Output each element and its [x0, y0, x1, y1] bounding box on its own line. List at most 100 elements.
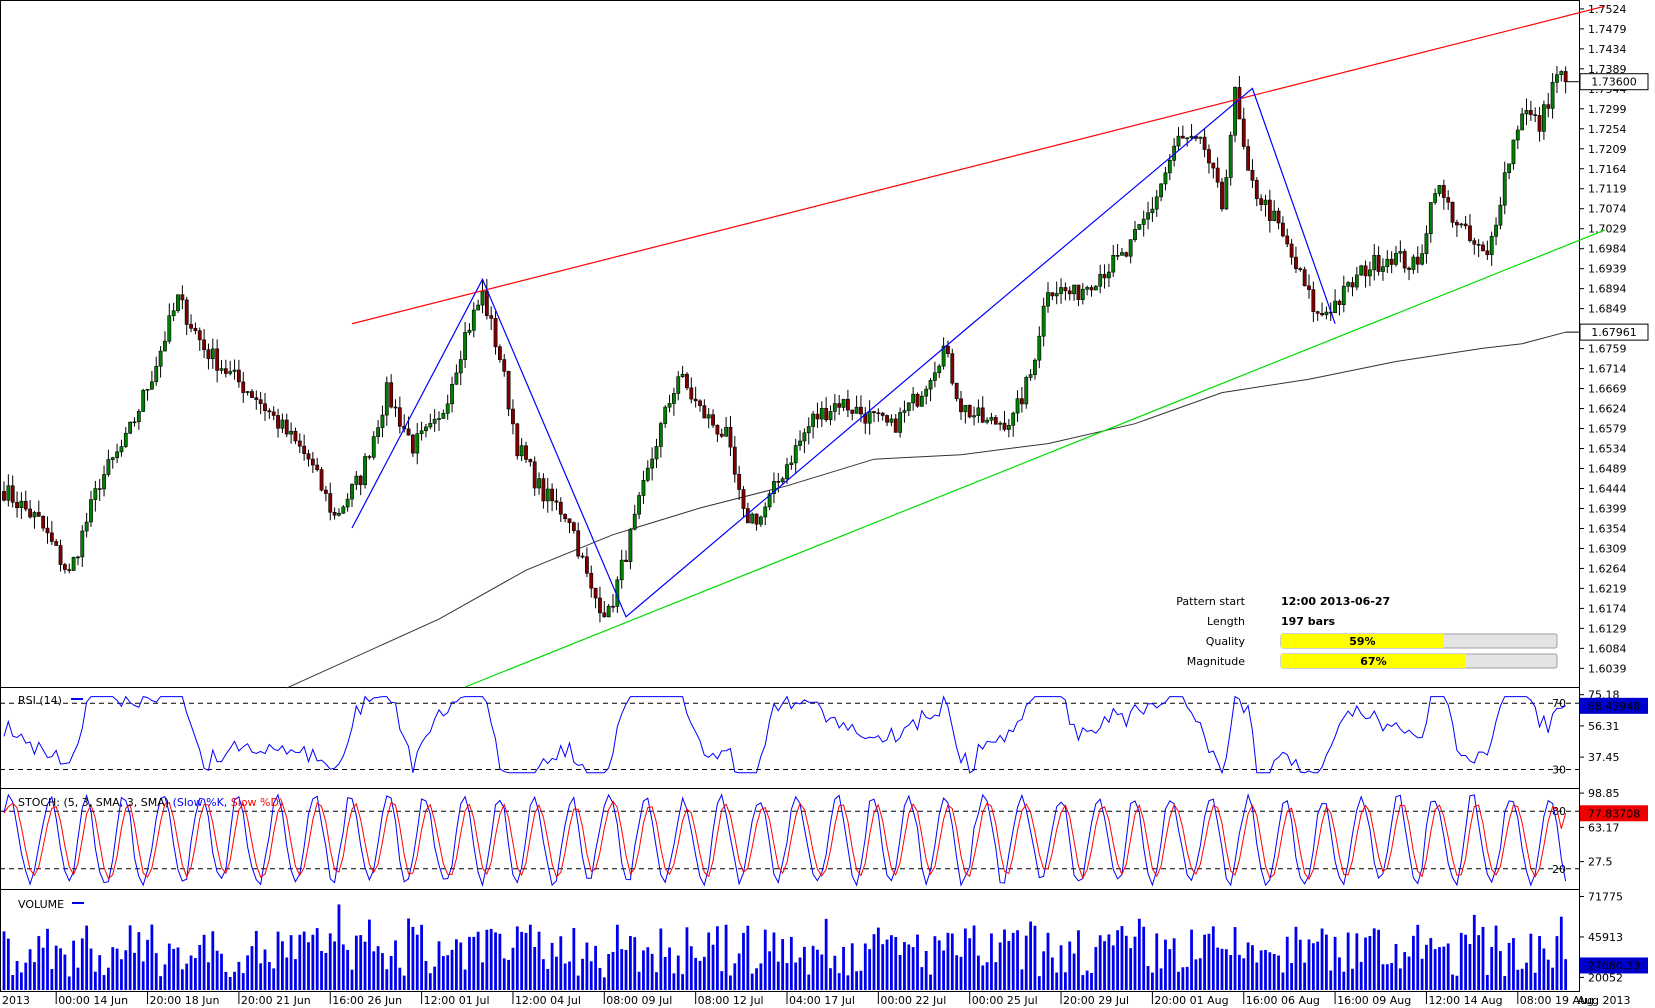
candle-body — [1167, 159, 1172, 174]
candle-body — [898, 412, 903, 433]
candle-body — [876, 412, 881, 415]
price-tick-label: 1.7209 — [1588, 143, 1627, 156]
candle-body — [598, 597, 602, 614]
price-tick-label: 1.6354 — [1588, 522, 1627, 535]
candle-body — [1041, 305, 1046, 337]
candle-body — [989, 417, 994, 421]
volume-bar — [63, 954, 67, 990]
volume-bar — [1407, 956, 1411, 990]
volume-bar — [1325, 934, 1328, 990]
volume-bar — [224, 971, 228, 990]
candle-body — [798, 440, 802, 446]
volume-bar — [1546, 959, 1550, 990]
volume-bar — [881, 944, 885, 990]
candle-body — [1428, 202, 1433, 234]
candle-body — [1067, 290, 1072, 295]
candle-body — [293, 430, 298, 442]
volume-bar — [1120, 926, 1124, 990]
volume-bar — [428, 973, 432, 990]
time-tick-label: 00:00 22 Jul — [880, 994, 946, 1007]
current-price-tag-box — [1579, 73, 1649, 91]
volume-bar — [611, 951, 615, 990]
volume-bar — [1003, 929, 1006, 990]
volume-current-box — [1580, 957, 1648, 974]
volume-bar — [476, 931, 480, 990]
candle-body — [1320, 313, 1324, 316]
volume-bar — [537, 931, 541, 990]
volume-bar — [946, 932, 950, 990]
volume-bar — [498, 933, 502, 990]
volume-bar — [1503, 976, 1507, 990]
volume-bar — [468, 936, 471, 990]
volume-bar — [868, 949, 872, 990]
price-tick-label: 1.7164 — [1588, 163, 1627, 176]
candle-body — [119, 446, 124, 453]
volume-bar — [350, 969, 354, 990]
rsi-current-label: 68.43948 — [1588, 700, 1641, 713]
candle-body — [163, 340, 167, 352]
candle-body — [445, 403, 450, 414]
candle-body — [1555, 74, 1559, 83]
volume-bar — [11, 975, 15, 990]
candle-body — [2, 491, 6, 501]
candle-body — [71, 557, 76, 571]
volume-bar — [507, 959, 510, 990]
volume-bar — [1242, 958, 1246, 990]
volume-bar — [1216, 947, 1220, 990]
candle-body — [1224, 177, 1229, 210]
candle-body — [950, 353, 955, 384]
candle-body — [506, 371, 511, 410]
magnitude-label: Magnitude — [1187, 655, 1246, 668]
candle-body — [1507, 163, 1512, 174]
volume-bar — [1333, 936, 1337, 990]
candle-body — [354, 475, 359, 485]
volume-bar — [1520, 968, 1524, 990]
candle-body — [1107, 271, 1111, 279]
candle-body — [1146, 212, 1150, 220]
quality-value: 59% — [1349, 635, 1375, 648]
volume-bar — [250, 946, 254, 990]
volume-bar — [1081, 975, 1085, 990]
candle-body — [132, 421, 137, 424]
volume-bar — [511, 947, 515, 990]
price-tick-label: 1.6759 — [1588, 343, 1627, 356]
volume-bar — [1059, 945, 1063, 990]
volume-bar — [455, 939, 458, 990]
candle-body — [802, 432, 807, 442]
candle-body — [972, 415, 976, 418]
volume-bar — [737, 953, 741, 990]
candle-body — [719, 433, 724, 437]
candle-body — [67, 569, 72, 571]
candle-body — [106, 459, 111, 475]
volume-bar — [859, 970, 863, 990]
candle-body — [1276, 210, 1281, 224]
candle-body — [1180, 135, 1185, 139]
volume-indicator: 71775 45913 20052 VOLUME 27680.33 — [2, 890, 1648, 990]
candle-body — [36, 512, 41, 517]
candle-body — [254, 397, 259, 401]
candle-body — [167, 315, 172, 342]
volume-bar — [863, 943, 867, 990]
time-axis: 2013 00:00 14 Jun 20:00 18 Jun 20:00 21 Jun… — [2, 992, 1630, 1007]
volume-bar — [602, 977, 606, 990]
volume-bar — [1307, 939, 1311, 990]
candle-body — [1324, 311, 1329, 316]
candle-body — [1050, 292, 1055, 297]
candle-body — [54, 541, 59, 546]
volume-bar — [1177, 971, 1180, 990]
candle-body — [1468, 225, 1472, 241]
volume-bar — [420, 924, 423, 990]
candle-body — [532, 461, 537, 489]
volume-bar — [1103, 941, 1106, 990]
candle-body — [1054, 293, 1059, 297]
candle-body — [619, 559, 624, 581]
volume-bar — [1124, 935, 1128, 990]
volume-bar — [829, 968, 832, 990]
volume-bar — [1181, 967, 1185, 990]
volume-bar — [1172, 938, 1176, 990]
volume-bar — [837, 973, 841, 990]
candle-body — [702, 405, 707, 419]
rsi-tick-label: 56.31 — [1588, 720, 1620, 733]
candle-body — [632, 513, 637, 530]
